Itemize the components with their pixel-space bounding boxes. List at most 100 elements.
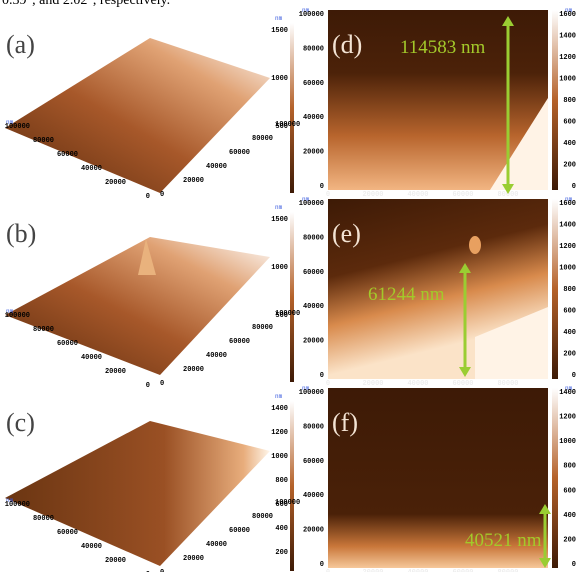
caption: 0.39°, and 2.02°, respectively. <box>2 0 170 8</box>
colorbar-tick-label: 1200 <box>559 414 576 422</box>
left-tick-label: 60000 <box>57 151 78 159</box>
colorbar <box>552 10 558 190</box>
z-tick-label: 1200 <box>271 429 288 437</box>
panel-label: (c) <box>6 408 35 437</box>
z-tick-label: 1000 <box>271 75 288 83</box>
unit-label: nm <box>275 204 283 211</box>
colorbar-tick-label: 400 <box>563 329 576 337</box>
right-tick-label: 20000 <box>183 177 204 185</box>
right-tick-label: 80000 <box>252 135 273 143</box>
right-tick-label: 0 <box>160 191 164 199</box>
left-tick-label: 60000 <box>57 340 78 348</box>
colorbar-tick-label: 0 <box>572 372 576 380</box>
y-tick-label: 20000 <box>303 338 324 346</box>
x-tick-label: 20000 <box>362 380 383 388</box>
colorbar <box>552 199 558 379</box>
left-tick-label: 40000 <box>81 543 102 551</box>
surface <box>5 38 270 193</box>
unit-label: nm <box>275 15 283 22</box>
left-tick-label: 20000 <box>105 368 126 376</box>
left-tick-label: 0 <box>146 193 150 201</box>
right-tick-label: 100000 <box>275 121 300 129</box>
left-tick-label: 80000 <box>33 515 54 523</box>
right-tick-label: 40000 <box>206 352 227 360</box>
z-tick-label: 800 <box>275 477 288 485</box>
panel-label: (b) <box>6 219 36 248</box>
z-tick-label: 1400 <box>271 405 288 413</box>
surface-panel: (a)nmnm150010005001000008000060000400002… <box>5 15 300 201</box>
colorbar <box>290 401 294 571</box>
panel-label: (e) <box>332 219 361 248</box>
colorbar-tick-label: 1600 <box>559 200 576 208</box>
right-tick-label: 20000 <box>183 555 204 563</box>
colorbar <box>290 23 294 193</box>
surface <box>5 237 270 375</box>
y-tick-label: 0 <box>320 372 324 380</box>
colorbar-tick-label: 400 <box>563 140 576 148</box>
panel-label: (a) <box>6 30 35 59</box>
left-tick-label: 20000 <box>105 179 126 187</box>
right-tick-label: 40000 <box>206 163 227 171</box>
colorbar-tick-label: 1400 <box>559 389 576 397</box>
x-tick-label: 0 <box>326 191 330 199</box>
z-tick-label: 1500 <box>271 216 288 224</box>
colorbar <box>290 212 294 382</box>
surface <box>5 421 270 566</box>
surface-panel: (b)nmnm150010005001000008000060000400002… <box>5 204 300 390</box>
left-tick-label: 100000 <box>5 501 30 509</box>
colorbar-tick-label: 800 <box>563 97 576 105</box>
y-tick-label: 80000 <box>303 45 324 53</box>
y-tick-label: 20000 <box>303 527 324 535</box>
z-tick-label: 200 <box>275 549 288 557</box>
colorbar-tick-label: 0 <box>572 561 576 569</box>
y-tick-label: 60000 <box>303 458 324 466</box>
y-tick-label: 100000 <box>299 11 324 19</box>
x-tick-label: 60000 <box>452 380 473 388</box>
right-tick-label: 20000 <box>183 366 204 374</box>
colorbar-tick-label: 1000 <box>559 265 576 273</box>
y-tick-label: 100000 <box>299 389 324 397</box>
y-tick-label: 60000 <box>303 80 324 88</box>
y-tick-label: 40000 <box>303 492 324 500</box>
measurement-label: 61244 nm <box>368 284 445 305</box>
colorbar-tick-label: 600 <box>563 119 576 127</box>
left-tick-label: 100000 <box>5 312 30 320</box>
left-tick-label: 100000 <box>5 123 30 131</box>
x-tick-label: 20000 <box>362 191 383 199</box>
z-tick-label: 1000 <box>271 453 288 461</box>
figure: 0.39°, and 2.02°, respectively. (a) nm nm 1… <box>0 0 577 572</box>
colorbar-tick-label: 800 <box>563 286 576 294</box>
left-tick-label: 80000 <box>33 326 54 334</box>
colorbar-tick-label: 800 <box>563 463 576 471</box>
left-tick-label: 60000 <box>57 529 78 537</box>
x-tick-label: 40000 <box>407 191 428 199</box>
colorbar-tick-label: 1000 <box>559 76 576 84</box>
left-tick-label: 40000 <box>81 354 102 362</box>
colorbar-tick-label: 1400 <box>559 222 576 230</box>
measurement-label: 114583 nm <box>400 37 486 58</box>
y-tick-label: 0 <box>320 183 324 191</box>
colorbar-tick-label: 200 <box>563 162 576 170</box>
y-tick-label: 0 <box>320 561 324 569</box>
colorbar-tick-label: 0 <box>572 183 576 191</box>
colorbar-tick-label: 1000 <box>559 438 576 446</box>
map-panel: (f)nmnm100000800006000040000200000020000… <box>299 385 576 572</box>
colorbar-tick-label: 600 <box>563 487 576 495</box>
colorbar-tick-label: 200 <box>563 536 576 544</box>
surface-panel: (c)nmnm140012001000800600400200100000800… <box>5 393 300 572</box>
left-tick-label: 0 <box>146 382 150 390</box>
right-tick-label: 100000 <box>275 499 300 507</box>
left-tick-label: 20000 <box>105 557 126 565</box>
panels: (a)nmnm150010005001000008000060000400002… <box>5 7 576 572</box>
colorbar-tick-label: 600 <box>563 308 576 316</box>
right-tick-label: 60000 <box>229 338 250 346</box>
z-tick-label: 1000 <box>271 264 288 272</box>
particle <box>469 236 481 254</box>
y-tick-label: 80000 <box>303 423 324 431</box>
right-tick-label: 80000 <box>252 513 273 521</box>
z-tick-label: 1500 <box>271 27 288 35</box>
right-tick-label: 100000 <box>275 310 300 318</box>
colorbar-tick-label: 1200 <box>559 54 576 62</box>
